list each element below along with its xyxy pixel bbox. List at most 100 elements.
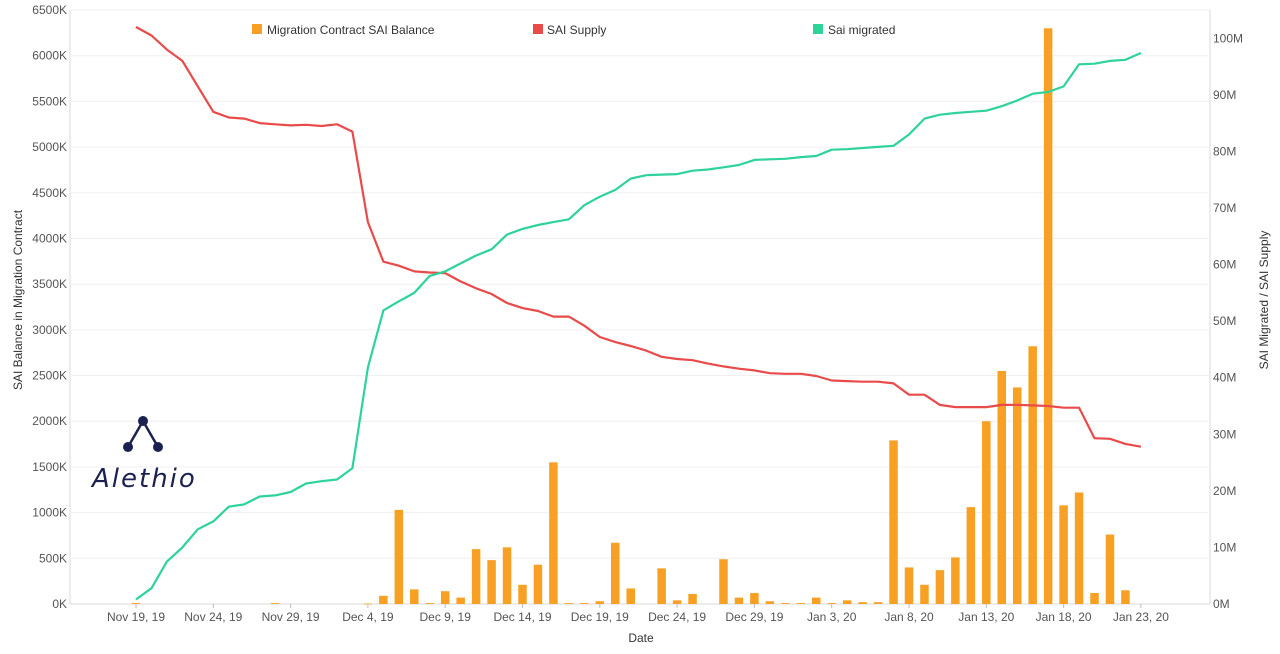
balance-bar	[1028, 346, 1037, 604]
balance-bar	[363, 603, 373, 605]
left-tick-label: 2000K	[32, 414, 67, 428]
right-tick-label: 100M	[1213, 31, 1243, 45]
balance-bar	[688, 593, 697, 604]
balance-bar	[873, 602, 883, 604]
x-tick-label: Jan 13, 20	[958, 610, 1014, 624]
balance-bar	[379, 595, 388, 604]
legend: Migration Contract SAI Balance SAI Suppl…	[252, 23, 895, 37]
right-tick-label: 20M	[1213, 484, 1236, 498]
left-tick-label: 5500K	[32, 94, 67, 108]
balance-bar	[1121, 590, 1130, 604]
alethio-logo-text: Alethio	[90, 464, 197, 494]
legend-swatch-balance	[252, 24, 262, 34]
legend-swatch-supply	[533, 24, 543, 34]
balance-bar	[1059, 505, 1068, 604]
left-tick-label: 1000K	[32, 506, 67, 520]
balance-bar	[1043, 28, 1053, 605]
left-tick-label: 6500K	[32, 3, 67, 17]
balance-bar	[549, 462, 558, 604]
balance-bar	[935, 570, 945, 604]
balance-bar	[1105, 534, 1115, 604]
balance-bar	[1012, 387, 1022, 604]
balance-bar	[920, 584, 929, 604]
x-tick-label: Dec 24, 19	[648, 610, 706, 624]
series-lines	[135, 26, 1142, 601]
balance-bar	[533, 564, 543, 604]
balance-bar	[270, 603, 280, 604]
right-tick-label: 80M	[1213, 144, 1236, 158]
supply-line	[135, 26, 1142, 448]
balance-bar	[811, 597, 821, 604]
balance-bar	[657, 568, 666, 604]
balance-bar	[131, 603, 141, 604]
right-tick-label: 90M	[1213, 88, 1236, 102]
right-tick-label: 50M	[1213, 314, 1236, 328]
right-tick-label: 10M	[1213, 540, 1236, 554]
balance-bar	[1090, 593, 1099, 604]
balance-bar	[842, 600, 852, 604]
balance-bar	[425, 603, 434, 604]
balance-bar	[471, 549, 481, 604]
balance-bar	[951, 557, 960, 604]
balance-bar	[456, 597, 465, 604]
x-tick-label: Nov 29, 19	[262, 610, 320, 624]
right-tick-label: 0M	[1213, 597, 1230, 611]
legend-swatch-migrated	[813, 24, 823, 34]
balance-bar	[440, 591, 450, 604]
balance-bars	[131, 28, 1130, 605]
balance-bar	[889, 440, 898, 604]
left-tick-label: 2500K	[32, 369, 67, 383]
left-tick-label: 3000K	[32, 323, 67, 337]
right-axis-title: SAI Migrated / SAI Supply	[1257, 231, 1271, 370]
legend-label-migrated: Sai migrated	[828, 23, 895, 37]
balance-bar	[672, 600, 682, 604]
left-tick-label: 0K	[52, 597, 67, 611]
left-axis-title: SAI Balance in Migration Contract	[11, 209, 25, 390]
right-tick-label: 30M	[1213, 427, 1236, 441]
legend-label-supply: SAI Supply	[547, 23, 606, 37]
x-tick-label: Dec 29, 19	[725, 610, 783, 624]
balance-bar	[982, 421, 991, 604]
balance-bar	[502, 547, 512, 604]
balance-bar	[765, 601, 775, 604]
x-tick-label: Jan 3, 20	[807, 610, 857, 624]
left-tick-label: 1500K	[32, 460, 67, 474]
x-tick-label: Dec 19, 19	[571, 610, 629, 624]
x-tick-label: Nov 19, 19	[107, 610, 165, 624]
balance-bar	[734, 597, 744, 604]
migrated-line	[135, 51, 1142, 601]
balance-bar	[750, 593, 759, 604]
left-axis-ticks: 0K 500K 1000K 1500K 2000K 2500K 3000K 3500K 4000…	[32, 3, 67, 611]
legend-label-balance: Migration Contract SAI Balance	[267, 23, 435, 37]
balance-bar	[487, 560, 496, 604]
balance-bar	[1074, 492, 1084, 604]
right-tick-label: 60M	[1213, 258, 1236, 272]
right-axis-ticks: 0M 10M 20M 30M 40M 50M 60M 70M 80M 90M 100M	[1213, 31, 1243, 611]
left-tick-label: 3500K	[32, 277, 67, 291]
balance-bar	[580, 603, 589, 604]
x-axis-ticks: Nov 19, 19 Nov 24, 19 Nov 29, 19 Dec 4, 19 D…	[107, 604, 1169, 624]
left-tick-label: 4500K	[32, 186, 67, 200]
right-tick-label: 70M	[1213, 201, 1236, 215]
balance-bar	[796, 603, 806, 604]
x-tick-label: Dec 9, 19	[420, 610, 472, 624]
alethio-logo: Alethio	[90, 416, 197, 494]
x-tick-label: Jan 23, 20	[1113, 610, 1169, 624]
balance-bar	[858, 602, 867, 604]
balance-bar	[595, 601, 605, 604]
balance-bar	[394, 509, 404, 604]
x-axis-title: Date	[628, 631, 654, 645]
balance-bar	[626, 588, 635, 604]
x-tick-label: Jan 18, 20	[1036, 610, 1092, 624]
balance-bar	[611, 542, 620, 604]
balance-bar	[518, 584, 527, 604]
balance-bar	[966, 507, 976, 604]
balance-bar	[719, 559, 728, 604]
balance-bar	[410, 589, 419, 604]
x-tick-label: Dec 4, 19	[342, 610, 394, 624]
balance-bar	[827, 603, 836, 604]
grid	[69, 9, 1211, 605]
left-tick-label: 5000K	[32, 140, 67, 154]
x-tick-label: Nov 24, 19	[184, 610, 242, 624]
